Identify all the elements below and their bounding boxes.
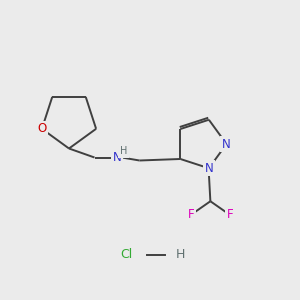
Text: O: O bbox=[37, 122, 46, 135]
Text: H: H bbox=[120, 146, 127, 156]
Text: N: N bbox=[222, 137, 231, 151]
Text: F: F bbox=[188, 208, 194, 221]
Text: N: N bbox=[205, 162, 213, 175]
Text: H: H bbox=[175, 248, 185, 262]
Text: N: N bbox=[112, 151, 122, 164]
Text: Cl: Cl bbox=[120, 248, 132, 262]
Text: F: F bbox=[226, 208, 233, 221]
